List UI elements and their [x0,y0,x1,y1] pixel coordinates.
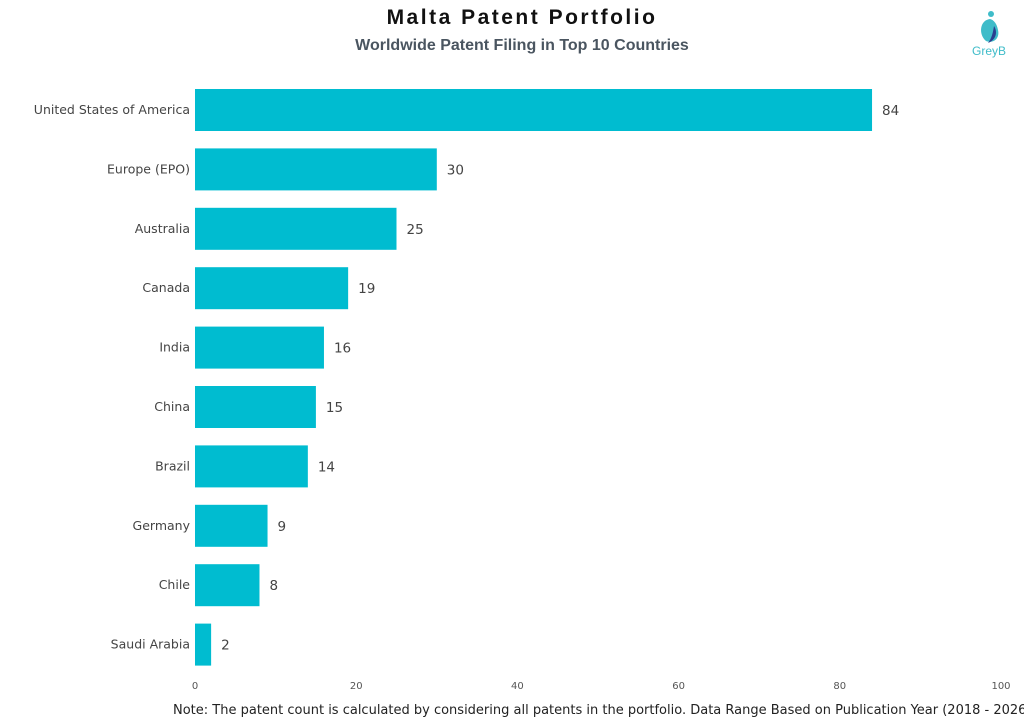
x-tick-label: 100 [991,681,1010,692]
x-tick-label: 20 [350,681,363,692]
category-label: Saudi Arabia [111,637,190,652]
chart-title: Malta Patent Portfolio [386,6,658,29]
bar [195,504,268,547]
category-label: China [154,399,190,414]
value-label: 84 [882,103,899,119]
category-label: United States of America [34,102,190,117]
value-label: 14 [318,459,335,475]
bar [195,386,316,428]
x-tick-label: 80 [833,681,846,692]
value-label: 25 [407,222,424,238]
bar [195,148,437,191]
category-label: Australia [135,221,190,236]
value-label: 8 [269,578,278,594]
x-tick-label: 40 [511,681,524,692]
x-tick-label: 0 [192,681,198,692]
category-label: Germany [133,518,191,533]
bar [195,623,212,666]
value-label: 16 [334,341,351,357]
category-label: India [159,340,190,355]
logo-text: GreyB [972,44,1007,58]
value-label: 2 [221,638,230,654]
bar [195,267,349,310]
footnote: Note: The patent count is calculated by … [173,703,1024,718]
value-label: 19 [358,281,375,297]
bar [195,445,308,488]
category-label: Chile [159,577,191,592]
value-label: 15 [326,400,343,416]
value-label: 30 [447,162,464,178]
bar [195,326,324,369]
bar [195,564,260,607]
bar [195,207,397,250]
chart-subtitle: Worldwide Patent Filing in Top 10 Countr… [355,37,689,54]
category-label: Brazil [155,458,190,473]
category-label: Europe (EPO) [107,161,190,176]
bar [195,89,873,131]
category-label: Canada [142,280,190,295]
value-label: 9 [278,519,287,535]
x-tick-label: 60 [672,681,685,692]
bar-chart: United States of America 84 Europe (EPO) 30… [34,89,1011,692]
greyb-logo-icon [981,11,999,43]
